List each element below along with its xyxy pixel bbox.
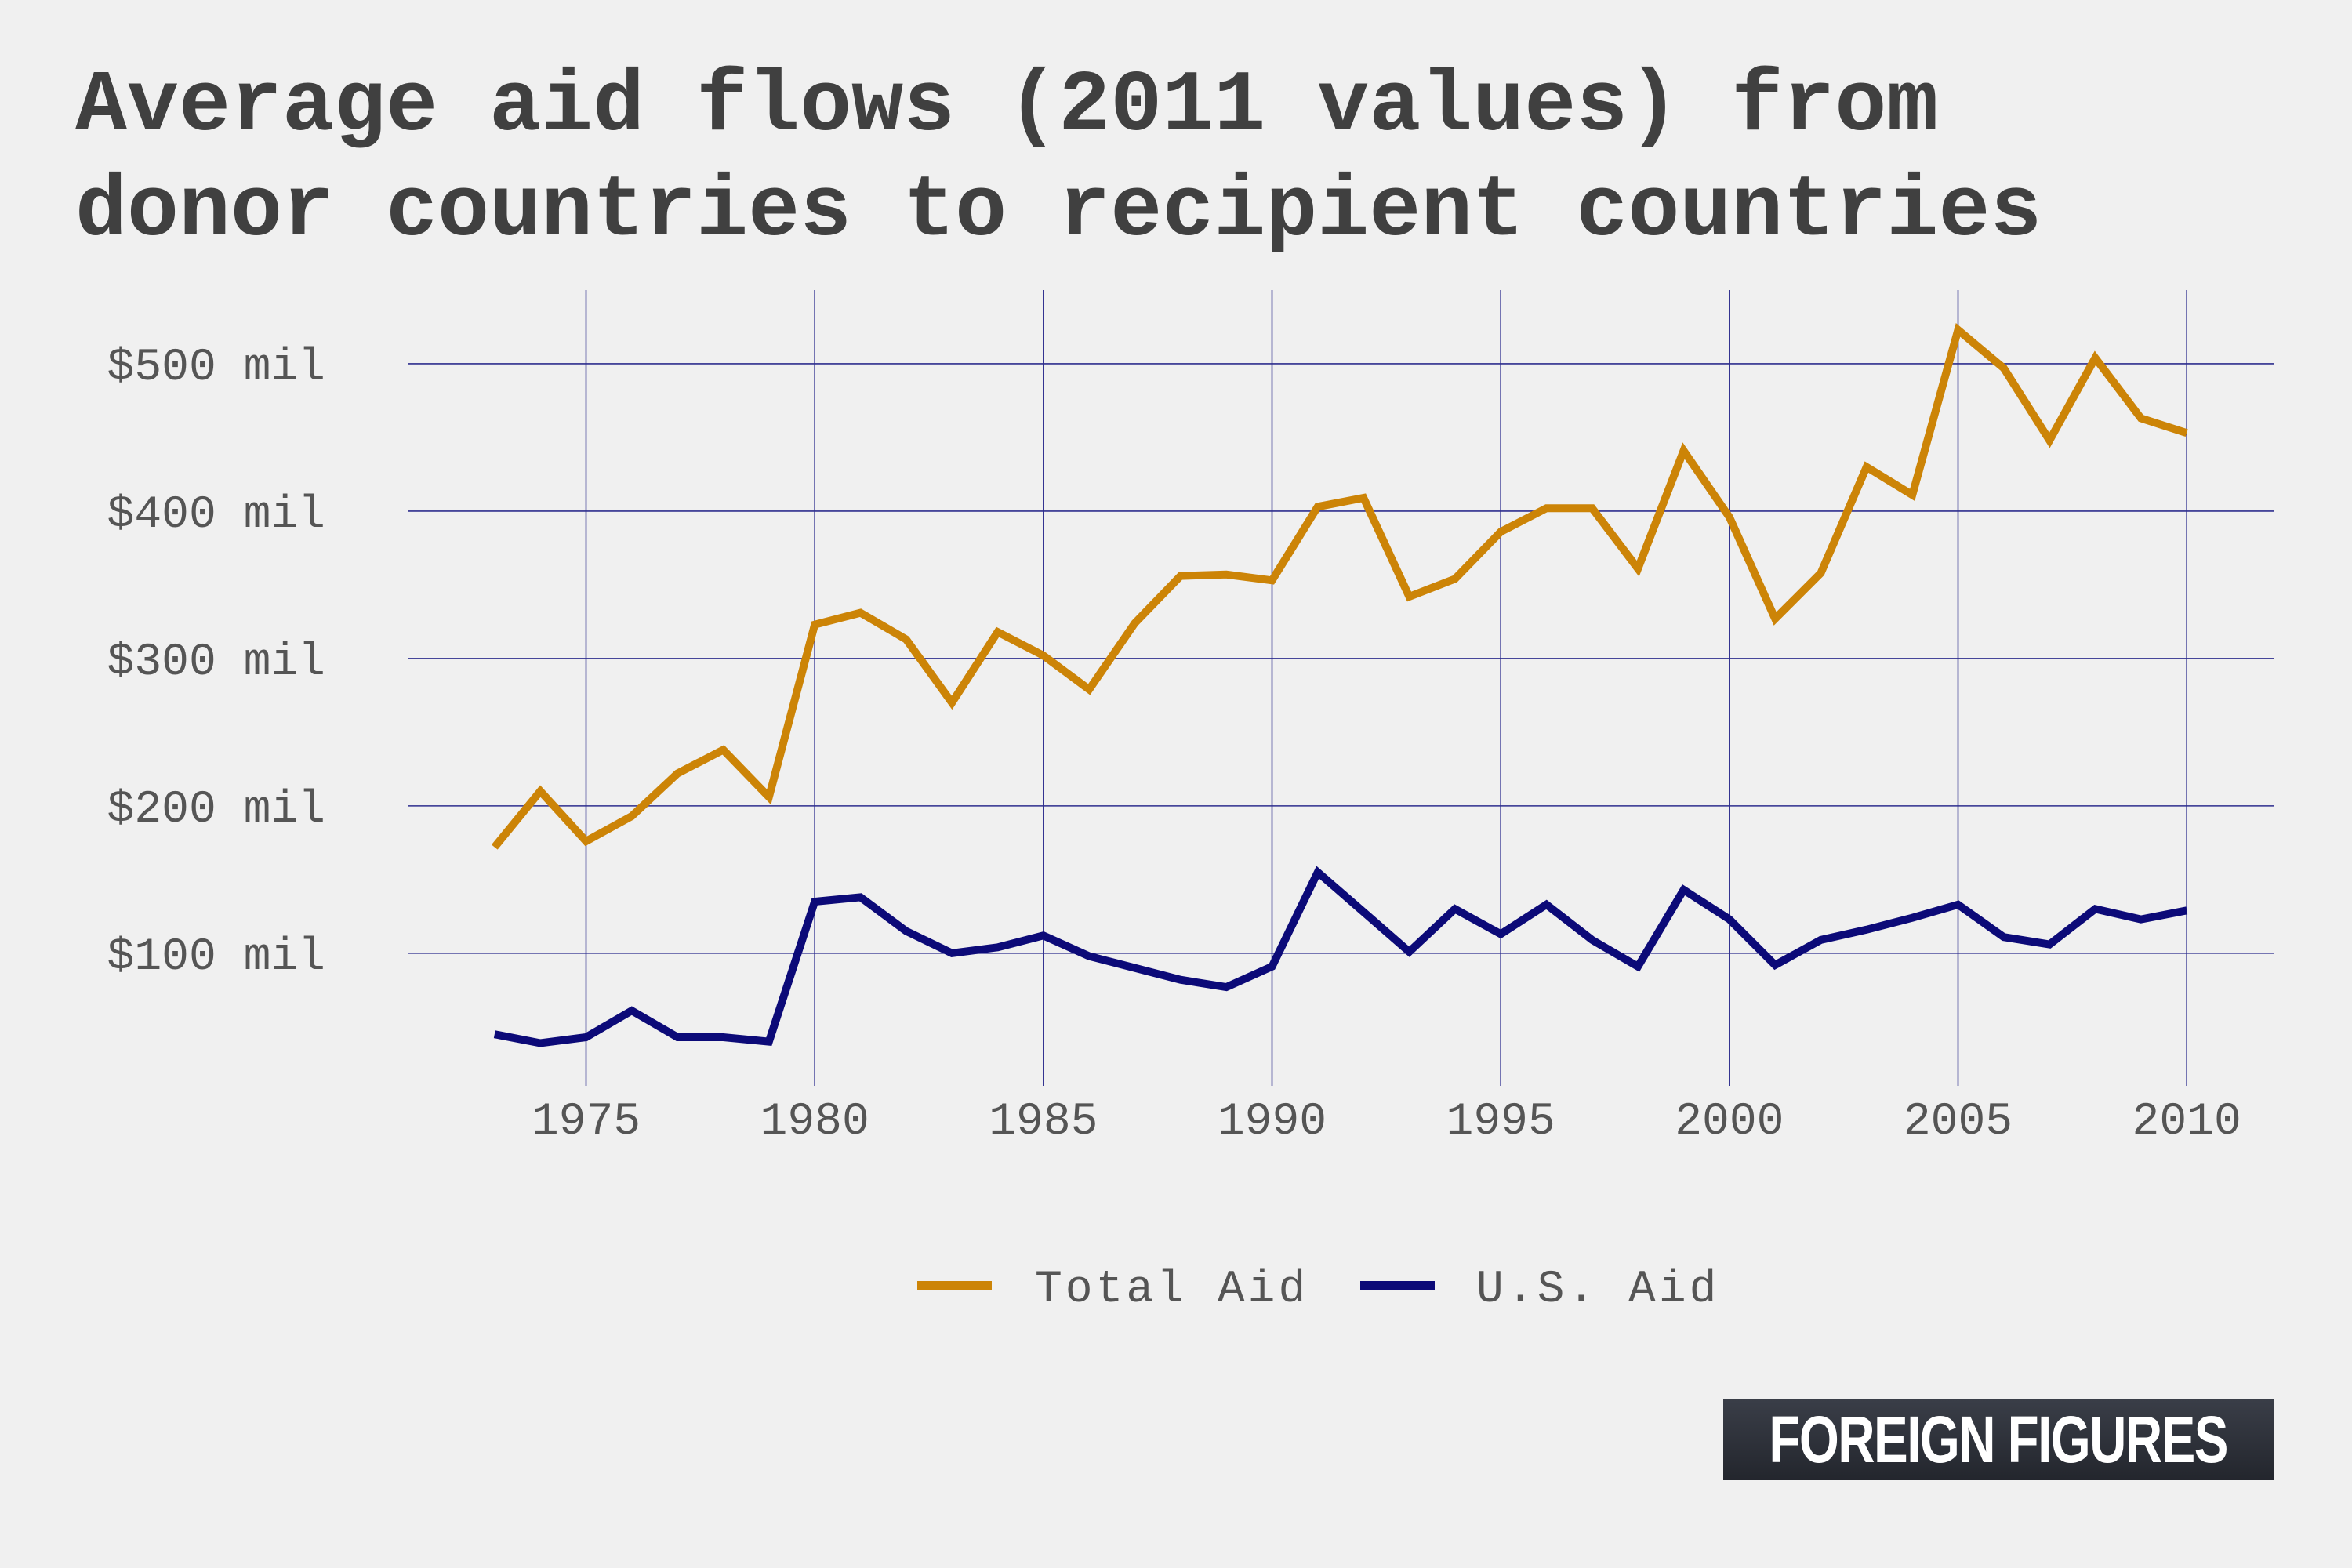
x-tick-label: 1995 [1446,1097,1555,1148]
title-line-1: Average aid flows (2011 values) from [75,58,1939,156]
x-tick-label: 2005 [1904,1097,2013,1148]
legend-label-us-aid: U.S. Aid [1476,1265,1719,1316]
legend-label-total-aid: Total Aid [1035,1265,1308,1316]
brand-logo: FOREIGN FIGURES [1723,1399,2274,1480]
y-tick-label: $200 mil [107,785,325,836]
y-tick-label: $400 mil [107,490,325,541]
brand-logo-text: FOREIGN FIGURES [1769,1402,2229,1476]
title-line-2: donor countries to recipient countries [75,163,2042,261]
x-axis-tick-labels: 1975 1980 1985 1990 1995 2000 2005 2010 [532,1097,2241,1148]
x-tick-label: 1985 [989,1097,1098,1148]
x-tick-label: 1975 [532,1097,641,1148]
y-tick-label: $100 mil [107,932,325,983]
chart-title: Average aid flows (2011 values) from don… [75,55,2333,265]
series-lines [491,322,2188,1047]
series-line-total-aid [491,322,2188,850]
x-tick-label: 1990 [1218,1097,1327,1148]
grid [408,290,2274,1086]
series-line-us-aid [493,866,2188,1047]
legend: Total Aid U.S. Aid [917,1265,1719,1316]
y-axis-tick-labels: $100 mil $200 mil $300 mil $400 mil $500 mil [107,343,325,983]
y-tick-label: $500 mil [107,343,325,394]
x-tick-label: 2000 [1675,1097,1784,1148]
x-tick-label: 1980 [760,1097,869,1148]
x-tick-label: 2010 [2132,1097,2241,1148]
y-tick-label: $300 mil [107,637,325,688]
